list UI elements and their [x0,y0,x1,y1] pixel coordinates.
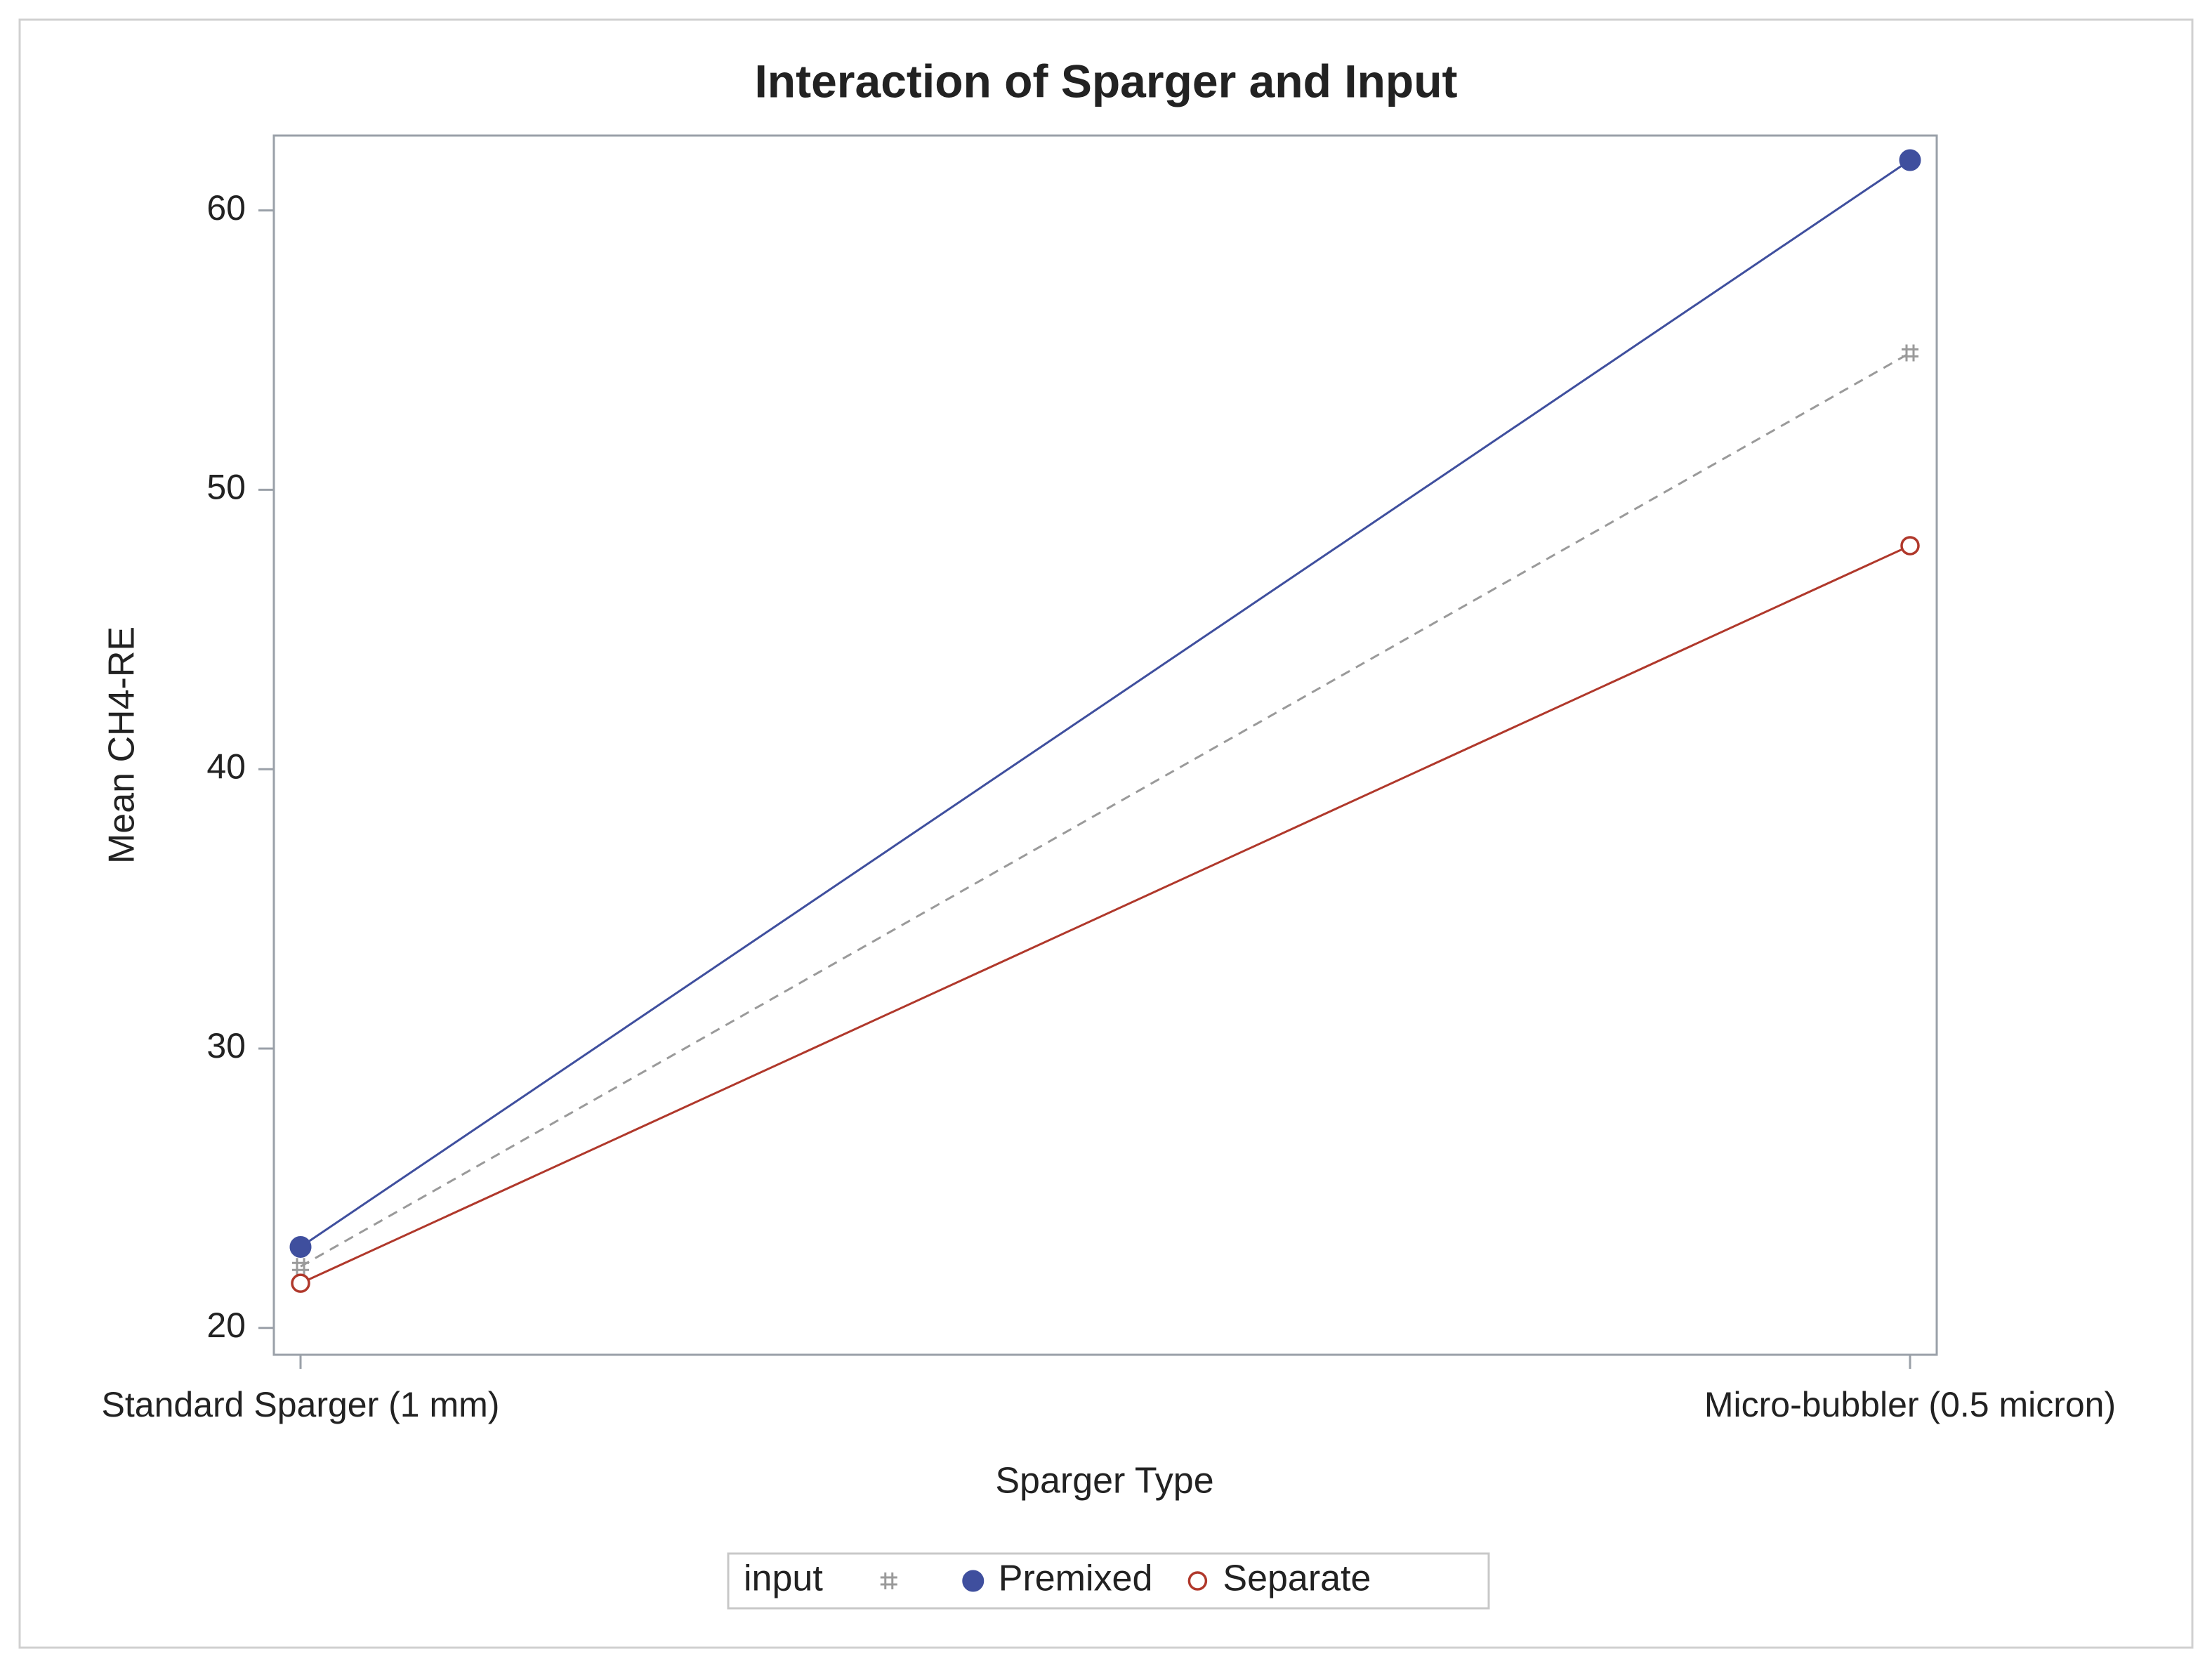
data-point [291,1273,310,1293]
chart-title: Interaction of Sparger and Input [754,55,1457,107]
series-line [300,352,1911,1268]
x-tick-label: Micro-bubbler (0.5 micron) [1704,1385,2116,1424]
plot-frame [272,134,1938,1356]
outer-border [18,18,2194,1649]
data-point [1902,344,1918,362]
data-point [292,1258,309,1275]
legend-marker [1187,1571,1208,1591]
data-point [1899,149,1921,171]
y-tick-label: 50 [206,468,246,507]
series-line [300,159,1911,1248]
legend-marker [880,1572,897,1589]
legend-box [727,1552,1490,1610]
y-tick-label: 60 [206,188,246,228]
legend-title: input [744,1558,823,1599]
data-point [289,1235,312,1258]
series-line [300,544,1911,1285]
y-axis-label: Mean CH4-RE [102,626,143,864]
y-tick-label: 40 [206,747,246,786]
x-tick-label: Standard Sparger (1 mm) [102,1385,500,1424]
legend-label: Premixed [999,1558,1153,1599]
y-tick-label: 30 [206,1026,246,1065]
y-tick-label: 20 [206,1306,246,1345]
legend-label: Separate [1223,1558,1371,1599]
data-point [1900,536,1920,556]
x-axis-label: Sparger Type [995,1461,1213,1502]
legend-marker [962,1570,985,1592]
